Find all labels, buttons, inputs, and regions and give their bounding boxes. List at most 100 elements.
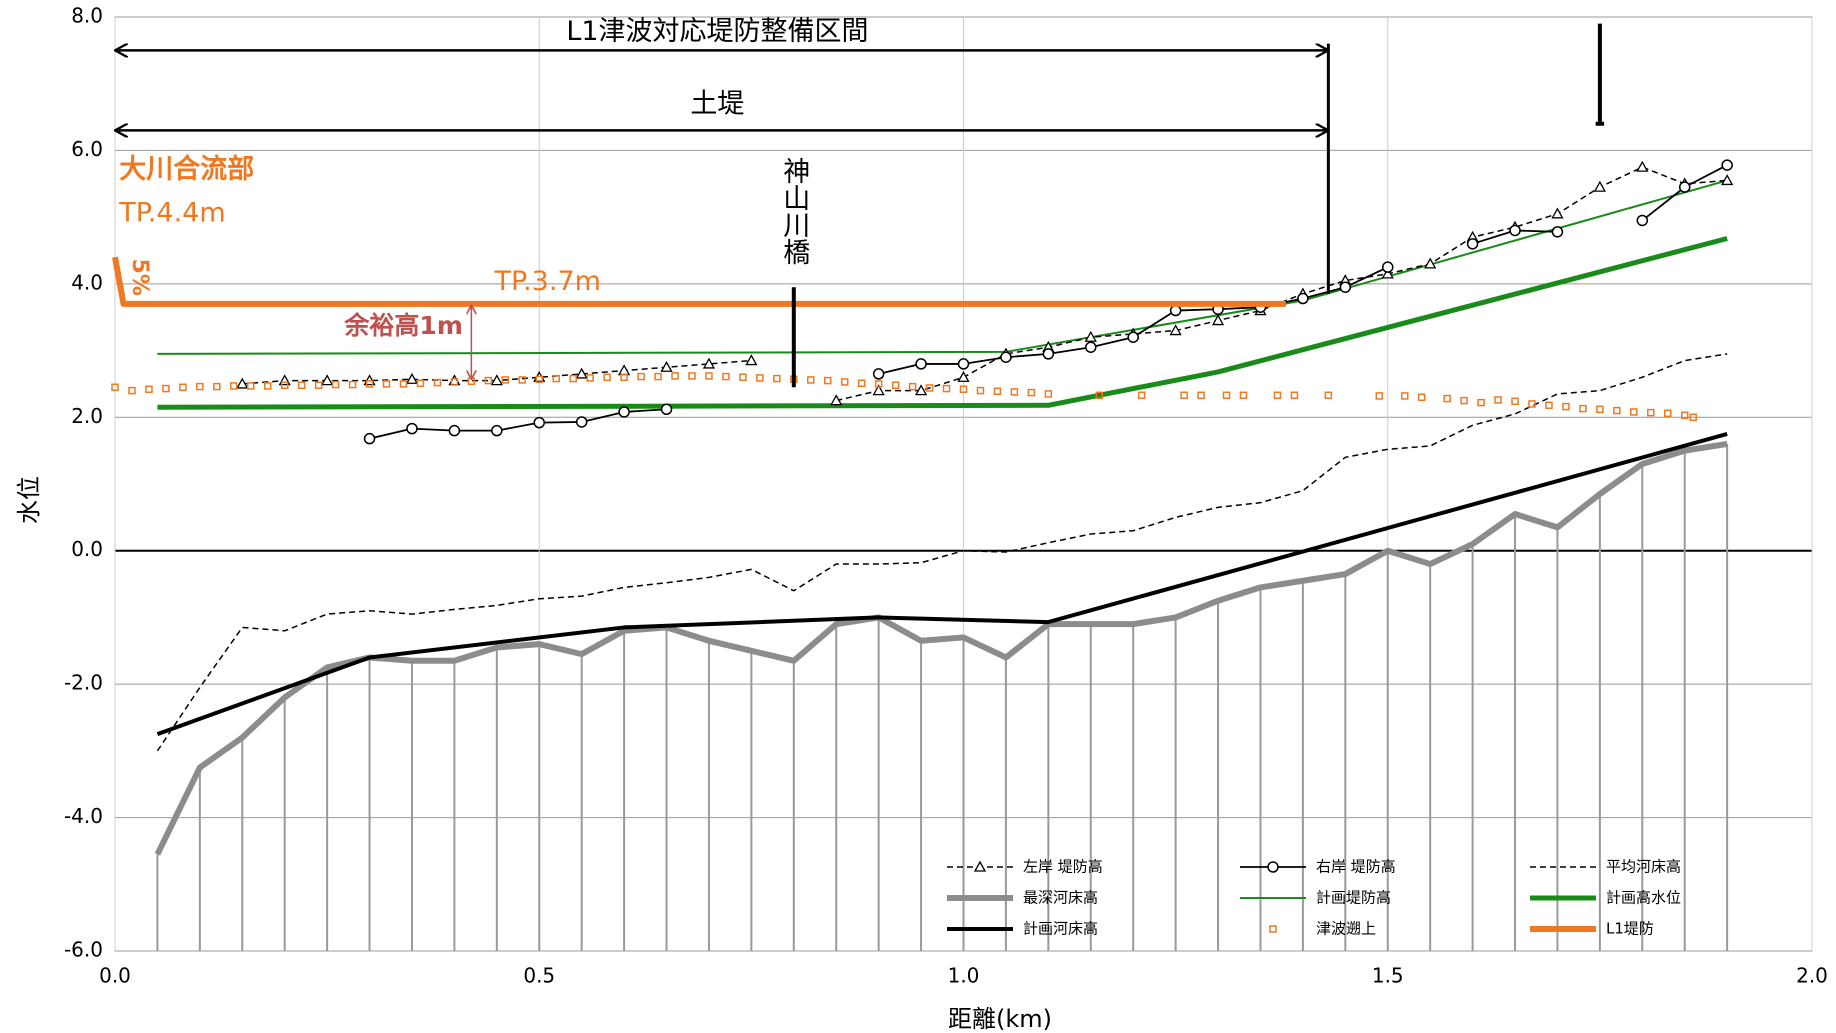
marker (1613, 406, 1621, 415)
y-tick-label: -6.0 (64, 938, 103, 962)
series-line (156, 432, 1728, 737)
marker (1084, 330, 1097, 342)
marker (1339, 281, 1352, 293)
marker (745, 354, 758, 366)
marker (1647, 408, 1655, 417)
marker (314, 381, 323, 390)
marker (405, 372, 419, 384)
marker (1239, 391, 1248, 400)
marker (1400, 392, 1409, 400)
marker (1689, 413, 1697, 422)
marker (874, 380, 883, 388)
marker (671, 372, 679, 380)
marker (518, 376, 527, 384)
marker (491, 424, 503, 437)
marker (1010, 388, 1019, 396)
marker (575, 416, 588, 428)
marker (705, 372, 713, 380)
marker (331, 380, 340, 389)
marker (1180, 391, 1188, 400)
marker (739, 373, 747, 382)
marker (416, 379, 425, 388)
marker (433, 378, 442, 387)
marker (1042, 348, 1055, 360)
marker (382, 380, 391, 388)
marker (575, 367, 588, 379)
marker (957, 370, 970, 382)
marker (1562, 402, 1570, 411)
marker (1680, 411, 1689, 420)
marker (399, 380, 408, 388)
marker (942, 384, 951, 393)
marker (908, 382, 917, 391)
marker (321, 374, 334, 386)
marker (1593, 180, 1606, 192)
marker (840, 378, 849, 386)
marker (807, 376, 815, 384)
marker (1273, 391, 1282, 400)
marker (773, 374, 781, 383)
label-bg (777, 153, 810, 281)
marker (1545, 401, 1553, 410)
marker (1443, 394, 1451, 403)
marker (230, 382, 238, 390)
marker (993, 387, 1002, 396)
annotation: 余裕高1m (343, 311, 462, 340)
marker (1027, 388, 1036, 397)
marker (533, 416, 545, 429)
marker (1169, 304, 1182, 317)
marker (925, 384, 934, 392)
x-tick-label: 0.0 (99, 964, 131, 988)
legend-label: 計画堤防高 (1316, 889, 1391, 907)
marker (1477, 398, 1485, 407)
series-line (157, 179, 1728, 355)
marker (1509, 224, 1521, 237)
annotation: TP.3.7m (494, 266, 601, 297)
marker (976, 386, 985, 395)
marker (552, 374, 560, 383)
marker (1382, 261, 1394, 273)
x-tick-label: 2.0 (1796, 964, 1828, 988)
marker (1678, 181, 1691, 193)
marker (1095, 391, 1104, 400)
marker (501, 376, 510, 384)
marker (1127, 331, 1139, 343)
marker (830, 394, 843, 406)
y-tick-label: 0.0 (71, 537, 103, 561)
marker (1460, 396, 1468, 405)
x-tick-label: 0.5 (523, 964, 555, 988)
marker (363, 432, 376, 445)
marker (756, 374, 764, 382)
x-tick-label: 1.5 (1372, 964, 1404, 988)
legend-label: 最深河床高 (1023, 889, 1098, 907)
marker (654, 372, 662, 381)
marker (1222, 391, 1231, 400)
marker (297, 381, 306, 390)
legend-label: 計画高水位 (1606, 889, 1681, 907)
marker (1721, 174, 1734, 186)
marker (1494, 396, 1502, 404)
annotation: 大川合流部 (119, 153, 254, 185)
marker (637, 372, 645, 381)
x-axis-title: 距離(km) (948, 1005, 1052, 1033)
marker (688, 372, 696, 380)
marker (145, 385, 153, 394)
marker (1169, 324, 1182, 336)
marker (1044, 390, 1053, 398)
marker (1630, 408, 1638, 416)
y-tick-label: 8.0 (71, 4, 103, 28)
marker (957, 358, 970, 370)
marker (1551, 207, 1564, 219)
marker (1528, 400, 1536, 408)
annotation: 土堤 (690, 89, 744, 120)
marker (891, 381, 900, 390)
marker (872, 384, 885, 396)
marker (569, 374, 577, 383)
marker (1137, 391, 1146, 400)
marker (213, 382, 221, 391)
y-tick-label: 4.0 (71, 270, 103, 294)
y-tick-label: -2.0 (64, 671, 103, 695)
marker (236, 377, 249, 389)
